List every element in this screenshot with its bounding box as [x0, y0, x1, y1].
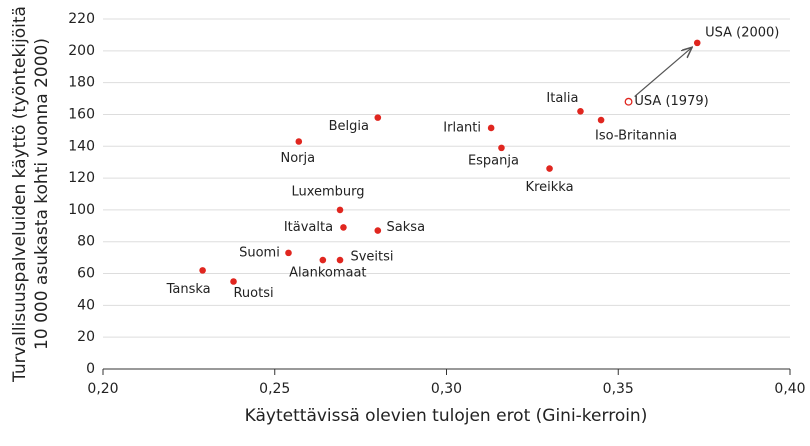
y-tick-label: 100 [68, 202, 95, 218]
y-tick-label: 20 [77, 329, 95, 345]
point-label: Italia [546, 91, 578, 106]
point-label: Espanja [468, 153, 519, 168]
arrow [634, 48, 692, 97]
x-tick-label: 0,25 [259, 381, 290, 397]
point-label: Belgia [329, 119, 369, 134]
point [199, 267, 206, 274]
point [336, 206, 344, 214]
point-label: USA (2000) [705, 25, 779, 40]
point [374, 227, 382, 234]
point [498, 144, 505, 152]
y-tick-label: 0 [86, 361, 95, 377]
point [693, 39, 701, 47]
point [597, 116, 605, 124]
point [577, 107, 584, 115]
y-tick-label: 180 [68, 75, 95, 91]
x-tick-label: 0,35 [603, 381, 634, 397]
y-axis-label: 10 000 asukasta kohti vuonna 2000) [32, 38, 52, 350]
point-label: Itävalta [284, 220, 333, 235]
point [340, 224, 347, 231]
point-label: Ruotsi [233, 286, 273, 301]
point [295, 138, 303, 145]
point-label: Iso-Britannia [595, 129, 677, 144]
point-label: Irlanti [443, 120, 481, 135]
y-tick-label: 220 [68, 11, 95, 27]
point [336, 256, 344, 264]
point-label: Suomi [239, 245, 280, 260]
y-tick-label: 40 [77, 297, 95, 313]
y-tick-label: 160 [68, 106, 95, 122]
x-tick-label: 0,40 [774, 381, 805, 397]
point [230, 278, 237, 285]
point [319, 256, 327, 264]
y-tick-label: 200 [68, 43, 95, 59]
point-label: Alankomaat [289, 266, 366, 281]
point [285, 249, 292, 257]
point-label: Kreikka [526, 180, 574, 195]
y-tick-label: 60 [77, 266, 95, 282]
point [624, 97, 633, 106]
point-label: Sveitsi [350, 250, 393, 265]
y-tick-label: 120 [68, 170, 95, 186]
point-label: Norja [280, 151, 315, 166]
y-axis-label: Turvallisuuspalveluiden käyttö (työnteki… [10, 6, 30, 383]
x-axis-label: Käytettävissä olevien tulojen erot (Gini… [245, 406, 648, 426]
point [546, 165, 553, 172]
point-label: Luxemburg [291, 184, 364, 199]
x-tick-label: 0,30 [431, 381, 462, 397]
point-label: Tanska [166, 282, 211, 297]
point-label: USA (1979) [634, 94, 708, 109]
y-tick-label: 140 [68, 138, 95, 154]
y-tick-label: 80 [77, 234, 95, 250]
point [487, 124, 495, 132]
point [374, 114, 382, 121]
point-label: Saksa [387, 220, 426, 235]
x-tick-label: 0,20 [87, 381, 118, 397]
